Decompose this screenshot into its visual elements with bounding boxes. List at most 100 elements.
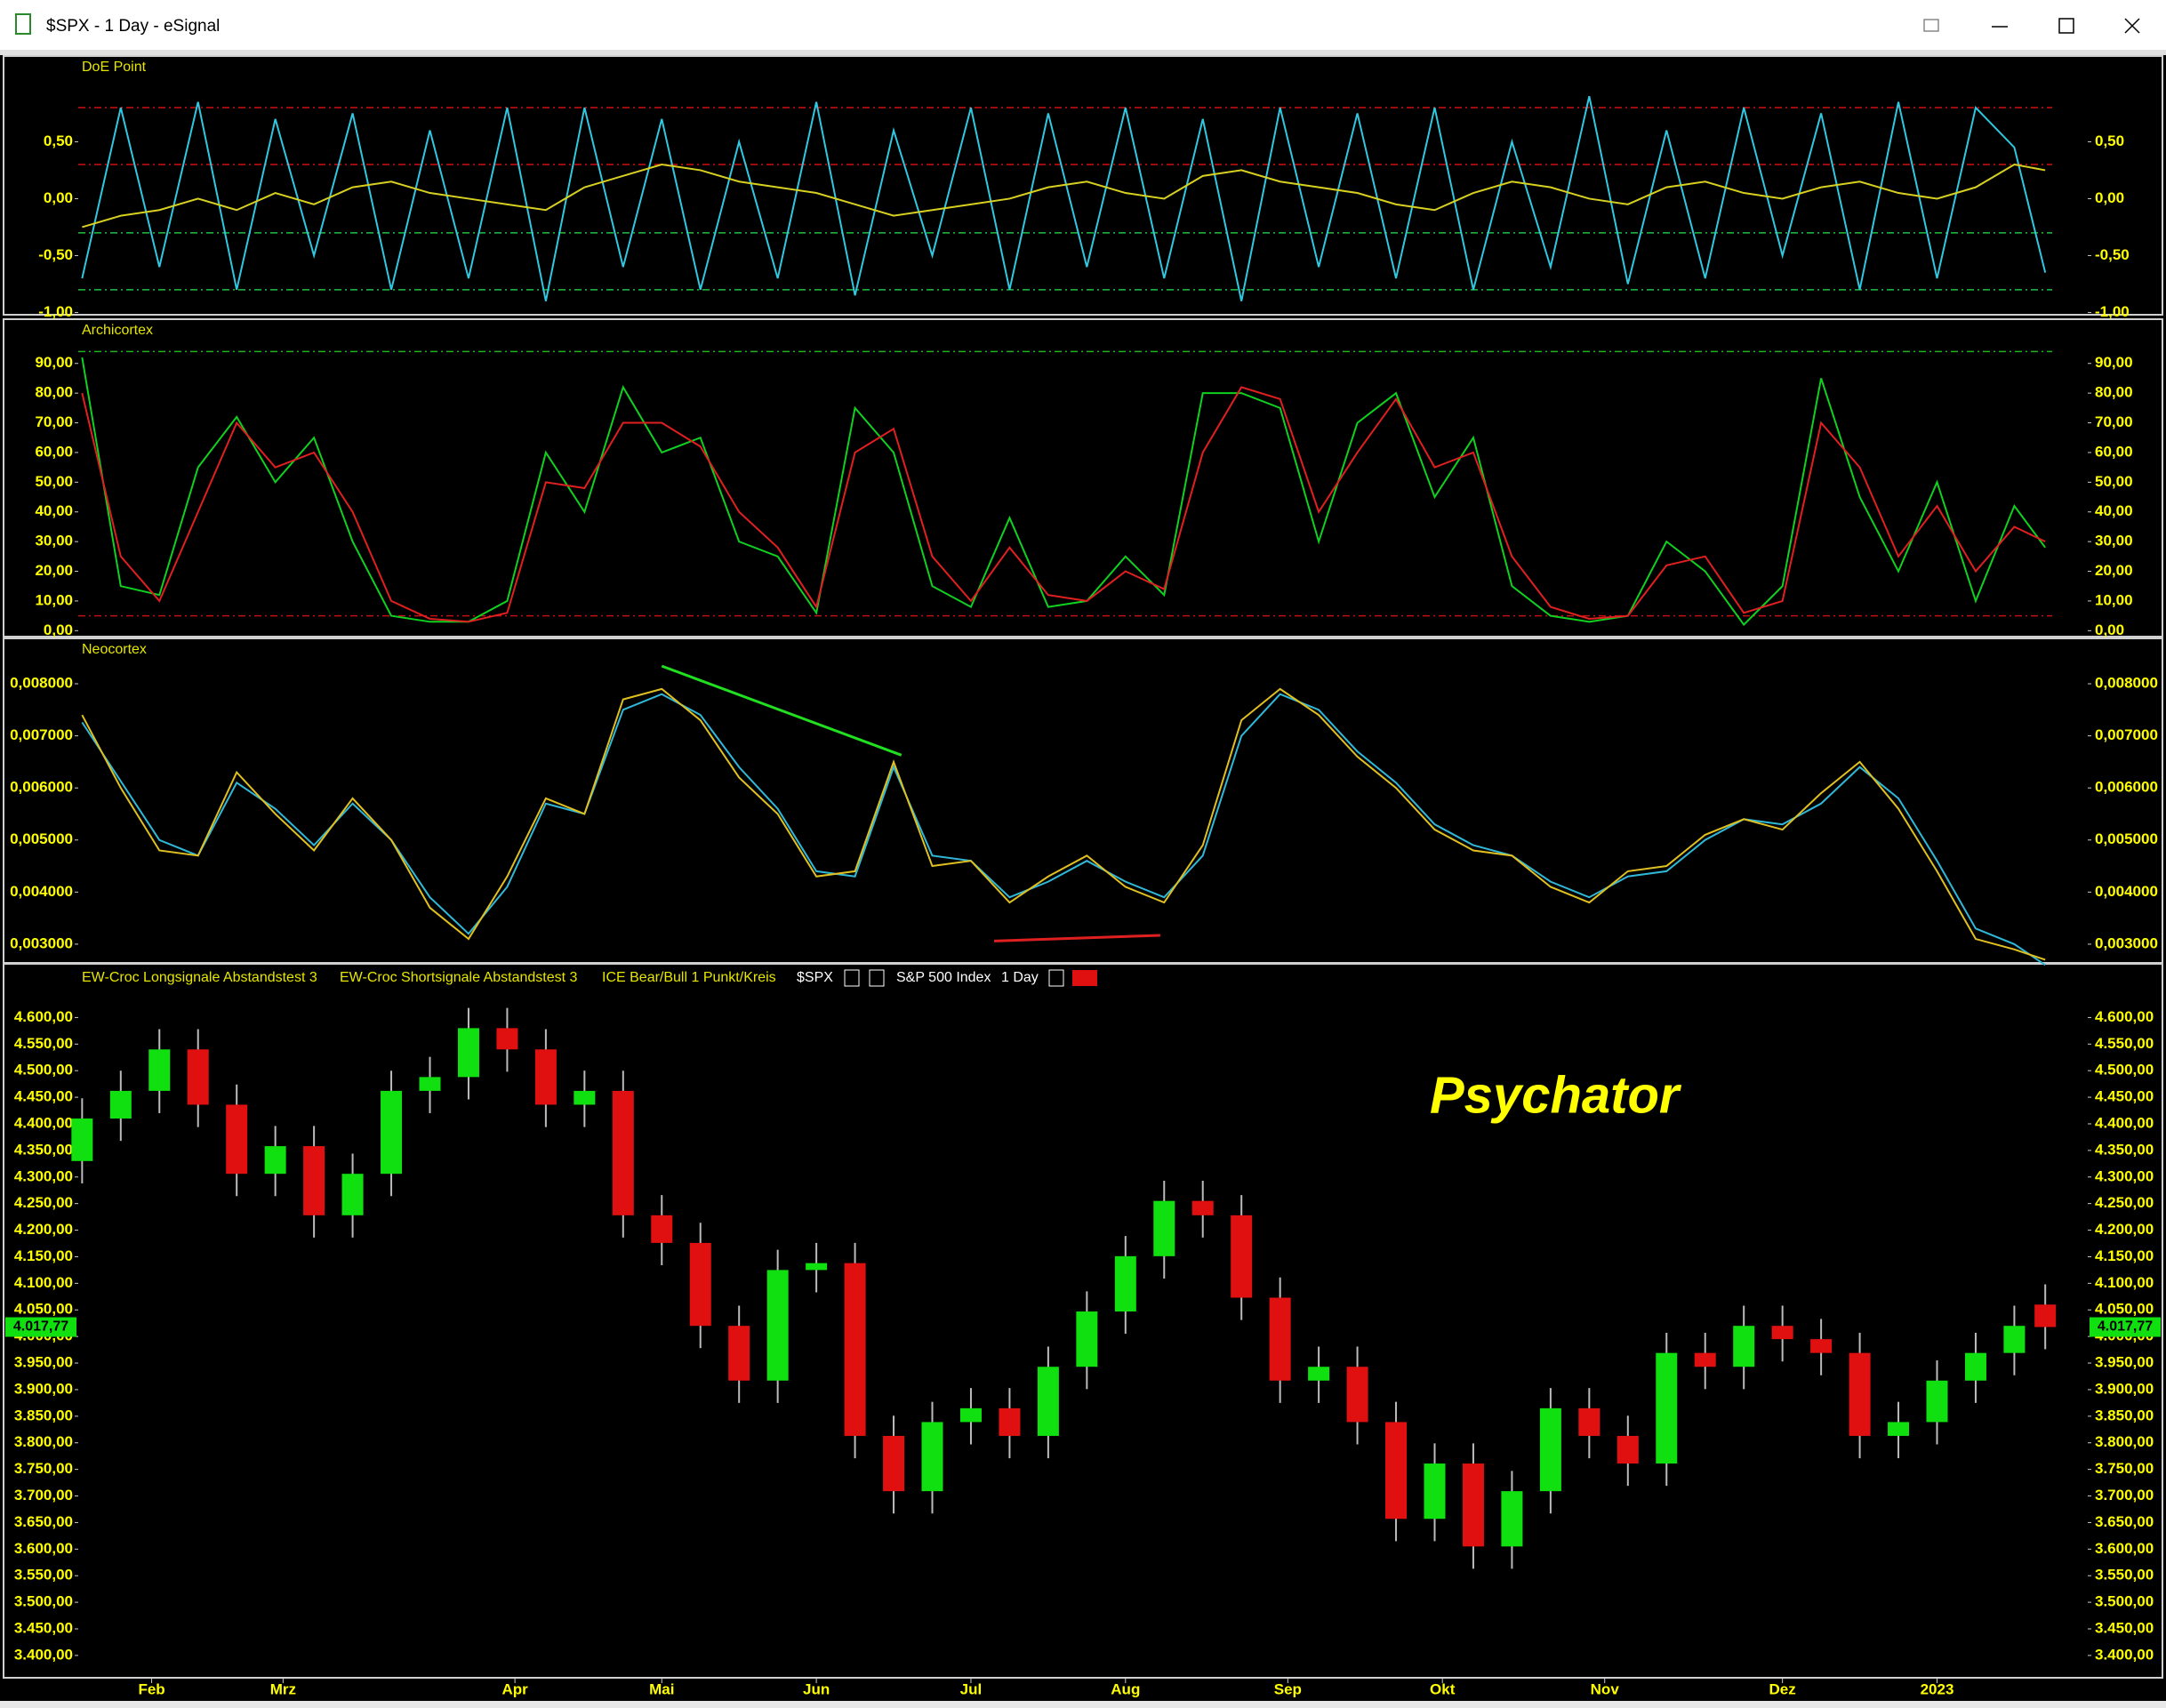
y-tick-label: 0,50 (2095, 132, 2124, 149)
x-tick-label: Jun (803, 1680, 830, 1697)
candle-body (148, 1049, 171, 1091)
candle-body (1926, 1380, 1948, 1423)
candle-body (806, 1263, 828, 1271)
y-tick-label: 4.250,00 (2095, 1194, 2154, 1211)
y-tick-label: 4.450,00 (14, 1088, 73, 1105)
candle-body (959, 1407, 982, 1423)
series-line (81, 386, 2046, 623)
candle-body (1616, 1435, 1639, 1464)
candle-body (1114, 1255, 1136, 1312)
candle-body (1269, 1297, 1291, 1381)
candle-body (574, 1090, 596, 1105)
y-tick-label: 50,00 (35, 473, 73, 490)
legend-text: EW-Croc Longsignale Abstandstest 3 (82, 970, 317, 985)
y-tick-label: 0,004000 (2095, 883, 2158, 900)
y-tick-label: 10,00 (35, 591, 73, 608)
panel-frame (3, 963, 2163, 1679)
restore-icon[interactable] (1923, 19, 1939, 32)
candle-body (109, 1090, 132, 1119)
interval: 1 Day (1001, 970, 1039, 985)
candle-body (1076, 1311, 1098, 1367)
legend-text: EW-Croc Shortsignale Abstandstest 3 (340, 970, 577, 985)
y-tick-label: 80,00 (2095, 384, 2133, 401)
y-tick-label: 80,00 (35, 384, 73, 401)
price-label: 4.017,77 (13, 1319, 68, 1335)
x-tick-label: Apr (501, 1680, 528, 1697)
y-tick-label: 0,006000 (2095, 779, 2158, 796)
symbol[interactable]: $SPX (797, 970, 833, 985)
y-tick-label: 4.050,00 (2095, 1301, 2154, 1318)
candle-body (534, 1049, 557, 1105)
y-tick-label: 0,004000 (10, 883, 73, 900)
y-tick-label: 3.650,00 (14, 1513, 73, 1530)
y-tick-label: 3.600,00 (14, 1540, 73, 1557)
y-tick-label: 4.100,00 (2095, 1274, 2154, 1291)
maximize-button[interactable] (2058, 18, 2074, 34)
price-marker (5, 1317, 76, 1337)
candle-body (303, 1146, 325, 1215)
candle-body (1539, 1407, 1561, 1492)
panel-frame (3, 318, 2163, 637)
series-line (81, 693, 2046, 966)
app-icon (15, 13, 31, 35)
y-tick-label: 3.450,00 (14, 1619, 73, 1636)
y-tick-label: 3.450,00 (2095, 1619, 2154, 1636)
y-tick-label: 3.750,00 (14, 1460, 73, 1477)
y-tick-label: 70,00 (35, 413, 73, 430)
y-tick-label: -1,00 (2095, 303, 2130, 320)
y-tick-label: 40,00 (2095, 502, 2133, 519)
candle-body (381, 1090, 403, 1175)
candle-body (457, 1028, 479, 1078)
candle-body (1346, 1367, 1368, 1423)
y-tick-label: 4.500,00 (2095, 1062, 2154, 1079)
candle-body (1501, 1491, 1523, 1547)
y-tick-label: 4.200,00 (2095, 1221, 2154, 1238)
candle-body (1462, 1463, 1484, 1547)
y-tick-label: 0,007000 (2095, 726, 2158, 743)
y-tick-label: 4.600,00 (14, 1008, 73, 1025)
y-tick-label: 4.400,00 (2095, 1114, 2154, 1131)
candle-body (1231, 1215, 1253, 1298)
y-tick-label: 0,00 (2095, 621, 2124, 638)
x-tick-label: Aug (1111, 1680, 1140, 1697)
y-tick-label: 0,003000 (2095, 934, 2158, 951)
candle-body (612, 1090, 634, 1215)
trendline (993, 934, 1160, 942)
panel-frame (3, 55, 2163, 316)
series-line (81, 357, 2046, 627)
candle-body (1733, 1326, 1755, 1367)
y-tick-label: 4.550,00 (14, 1035, 73, 1052)
y-tick-label: 4.300,00 (14, 1167, 73, 1184)
y-tick-label: 60,00 (2095, 443, 2133, 460)
y-tick-label: 3.900,00 (14, 1380, 73, 1397)
title-bar (0, 0, 2166, 50)
interval-dropdown[interactable] (869, 969, 885, 987)
candle-body (844, 1263, 866, 1436)
y-tick-label: 3.800,00 (2095, 1433, 2154, 1450)
y-tick-label: -0,50 (2095, 246, 2130, 263)
y-tick-label: 3.900,00 (2095, 1380, 2154, 1397)
interval-menu[interactable] (1048, 969, 1064, 987)
candle-body (1191, 1200, 1214, 1215)
link-button[interactable] (1072, 970, 1097, 986)
candle-body (689, 1242, 711, 1327)
y-tick-label: 3.600,00 (2095, 1540, 2154, 1557)
symbol-dropdown[interactable] (844, 969, 860, 987)
close-button[interactable] (2124, 18, 2140, 34)
y-tick-label: 4.150,00 (14, 1247, 73, 1264)
y-tick-label: 20,00 (35, 562, 73, 579)
y-tick-label: 50,00 (2095, 473, 2133, 490)
y-tick-label: 0,00 (2095, 189, 2124, 206)
x-tick-label: Okt (1430, 1680, 1456, 1697)
x-tick-label: Nov (1591, 1680, 1620, 1697)
y-tick-label: 4.550,00 (2095, 1035, 2154, 1052)
y-tick-label: 4.200,00 (14, 1221, 73, 1238)
y-tick-label: 3.700,00 (2095, 1487, 2154, 1504)
toolbar-strip (0, 50, 2166, 55)
y-tick-label: 3.500,00 (2095, 1593, 2154, 1610)
candle-body (1656, 1352, 1678, 1464)
y-tick-label: 3.950,00 (14, 1354, 73, 1371)
annotation: Psychator (1430, 1066, 1682, 1124)
candle-body (999, 1407, 1021, 1436)
